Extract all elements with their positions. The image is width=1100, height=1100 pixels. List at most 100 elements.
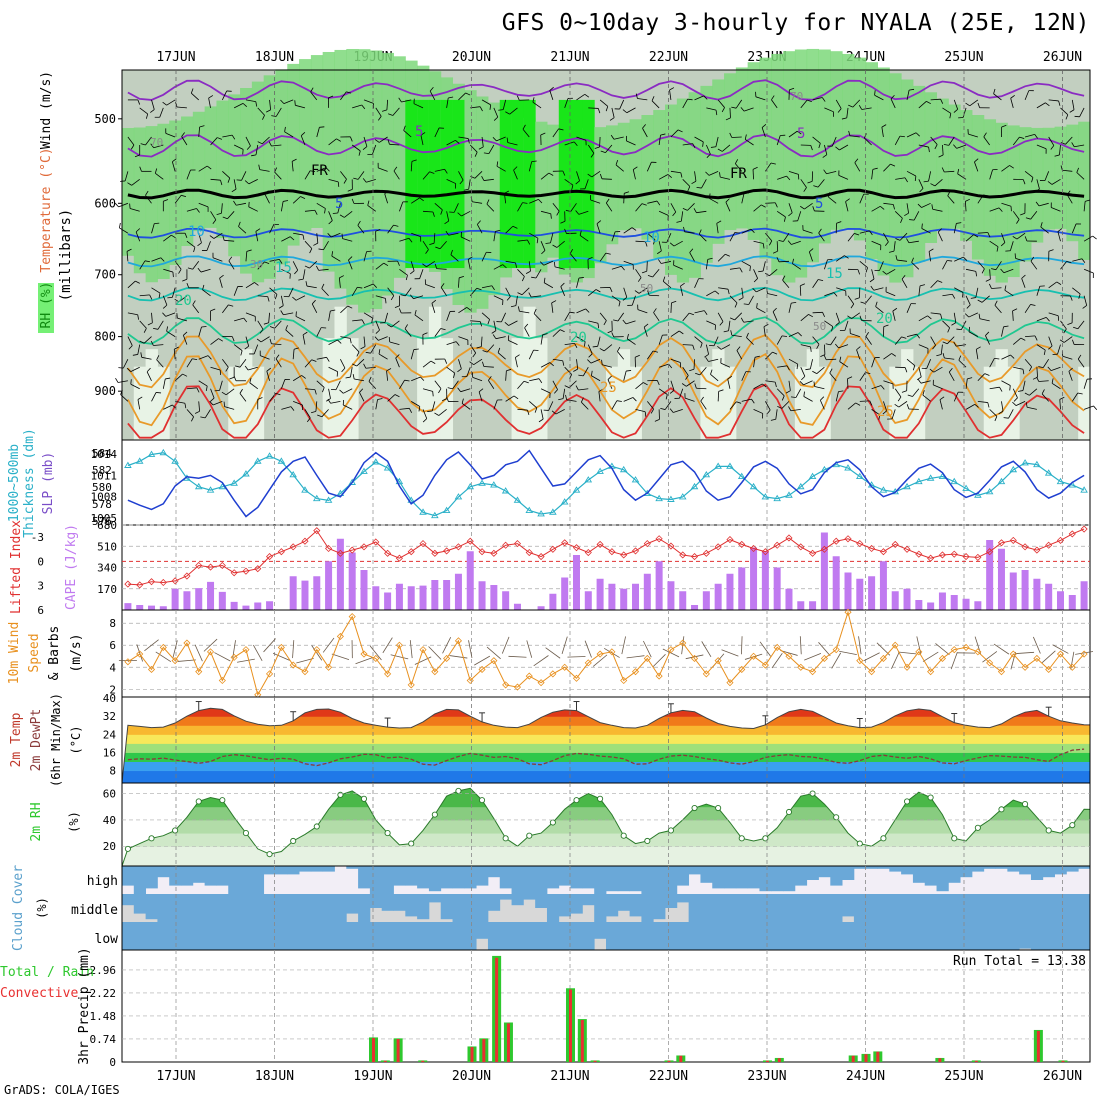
lifted-index-marker [1021, 543, 1029, 551]
wind-barb [343, 404, 353, 410]
wind-barb [422, 409, 428, 419]
rh-dry-patch [428, 306, 442, 440]
wind-barb-flag [607, 330, 613, 334]
cloud-bar-low [724, 922, 737, 950]
wind-barb-flag [256, 338, 262, 343]
wind-barb-flag [476, 346, 482, 349]
thickness-marker [383, 464, 392, 471]
wind-speed-marker [997, 668, 1006, 676]
cape-bar [207, 581, 215, 610]
wind-barb-flag [801, 376, 806, 381]
wind-barb [533, 313, 542, 322]
wind-barb-flag [645, 241, 648, 247]
wind-barb-flag [1009, 165, 1014, 169]
wind-barb [561, 636, 568, 654]
wind-barb-flag [595, 289, 601, 293]
y-tick-label: 500 [94, 112, 116, 126]
contour-label: 20 [570, 330, 587, 346]
cloud-bar-high [263, 866, 276, 875]
wind-barb-flag [895, 238, 901, 241]
lifted-index-marker [395, 554, 403, 562]
cloud-bar-middle [629, 894, 642, 917]
wind-barb-flag [545, 242, 551, 244]
wind-barb [363, 312, 373, 319]
wind-speed-marker [631, 668, 640, 676]
wind-barb [891, 652, 900, 669]
wind-barb [241, 171, 247, 181]
wind-barb-flag [560, 282, 565, 287]
wind-barb-flag [482, 350, 488, 353]
wind-barb [316, 233, 319, 244]
wind-barb [859, 260, 868, 268]
wind-barb-flag [536, 238, 539, 244]
wind-barb [605, 144, 613, 153]
thickness-marker [312, 494, 321, 502]
precip-convective-bar [482, 1038, 486, 1062]
cloud-bar-low [381, 922, 394, 950]
wind-barb [788, 303, 792, 313]
cloud-bar-middle [759, 894, 772, 922]
thickness-marker [926, 474, 935, 481]
wind-barb-flag [869, 400, 873, 406]
wind-barb [186, 208, 197, 212]
wind-barb [296, 657, 314, 664]
wind-barb [741, 636, 743, 655]
rh-moist-patch [830, 51, 843, 230]
wind-barb [1077, 320, 1085, 329]
wind-barb [1072, 258, 1083, 262]
wind-barb [198, 380, 208, 387]
wind-barb-flag [569, 248, 574, 254]
wind-barb [248, 178, 258, 185]
cloud-bar-high [192, 866, 206, 883]
wind-barb-flag [917, 203, 922, 208]
wind-barb-flag [1048, 345, 1053, 350]
wind-barb-flag [540, 132, 546, 136]
wind-barb-flag [184, 233, 188, 239]
wind-barb [706, 290, 716, 297]
wind-barb [393, 170, 400, 180]
wind-barb-flag [553, 261, 556, 267]
wind-barb-flag [672, 211, 677, 217]
wind-barb-flag [314, 210, 318, 215]
wind-barb [422, 240, 429, 250]
wind-barb-flag [1074, 115, 1080, 118]
thickness-marker [631, 476, 640, 483]
wind-barbs-label: & Barbs [47, 626, 62, 681]
wind-barb [921, 228, 931, 234]
y-tick-label: 600 [94, 196, 116, 210]
wind-barb-flag [290, 236, 295, 241]
cloud-bar-high [1054, 866, 1067, 875]
cloud-bar-middle [653, 894, 666, 920]
thickness-marker [242, 470, 250, 477]
wind-speed-marker [962, 643, 970, 652]
wind-barb [186, 358, 193, 368]
wind-barb-flag [891, 353, 896, 357]
cloud-bar-high [428, 866, 442, 892]
wind-barb-flag [841, 117, 847, 120]
wind-barb-flag [683, 226, 686, 232]
wind-barb [1001, 233, 1006, 243]
wind-barb-flag [448, 96, 454, 99]
wind-barb-flag [221, 391, 227, 396]
wind-barb [694, 136, 704, 143]
temp-band [122, 752, 1090, 762]
thickness-marker [549, 508, 557, 515]
wind-barb-flag [836, 221, 842, 224]
wind-barb-flag [626, 333, 629, 339]
wind-barb-flag [965, 198, 971, 202]
wind-barb [295, 104, 306, 109]
wind-barb [812, 311, 823, 314]
wind-barb-flag [653, 308, 657, 313]
wind-barb [721, 344, 731, 350]
wind10m-label: 10m Wind [7, 622, 22, 685]
wind-barb [194, 644, 203, 662]
wind-barb-flag [634, 290, 640, 294]
wind-barb-flag [660, 407, 666, 410]
cloud-bar-low [912, 922, 926, 950]
cloud-bar-middle [511, 894, 524, 906]
wind-barb [850, 333, 860, 337]
wind-barb-flag [652, 350, 659, 353]
wind-barb [540, 172, 550, 180]
wind-barb [613, 136, 624, 140]
wind-barb [316, 167, 327, 172]
